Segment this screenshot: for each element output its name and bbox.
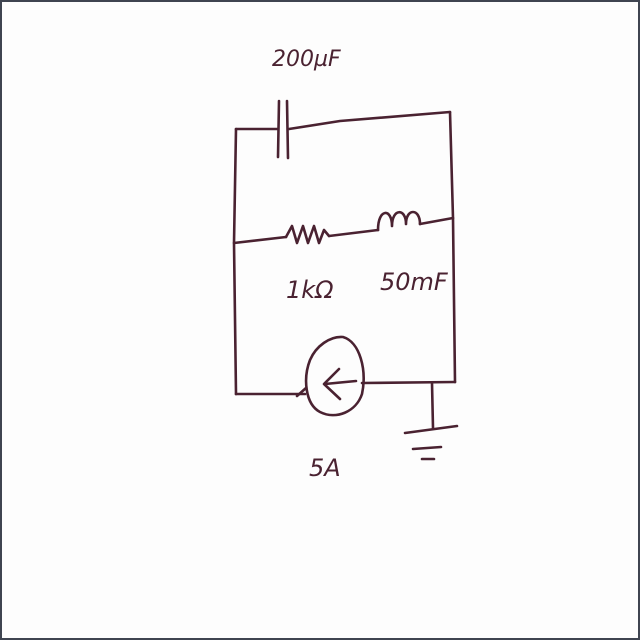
middle-branch-wire-mid	[327, 228, 380, 238]
source-lead-tick	[295, 386, 308, 398]
capacitor-label: 200µF	[272, 47, 341, 72]
capacitor-symbol	[276, 99, 290, 160]
ground-icon	[403, 424, 459, 461]
right-rail-wire	[448, 110, 457, 384]
inductor-label: 50mF	[380, 268, 449, 296]
current-source-circle	[304, 335, 365, 417]
resistor-symbol	[284, 224, 331, 245]
bottom-branch-wire-right	[360, 380, 457, 385]
left-rail-wire	[232, 127, 238, 396]
resistor-label: 1kΩ	[286, 276, 334, 304]
inductor-symbol	[376, 210, 422, 232]
top-branch-wire-right	[287, 110, 452, 131]
middle-branch-wire-right	[418, 216, 455, 226]
ground-lead-wire	[430, 381, 435, 430]
middle-branch-wire-left	[232, 235, 288, 245]
current-source-arrow	[322, 367, 358, 401]
current-source-label: 5A	[309, 454, 341, 482]
